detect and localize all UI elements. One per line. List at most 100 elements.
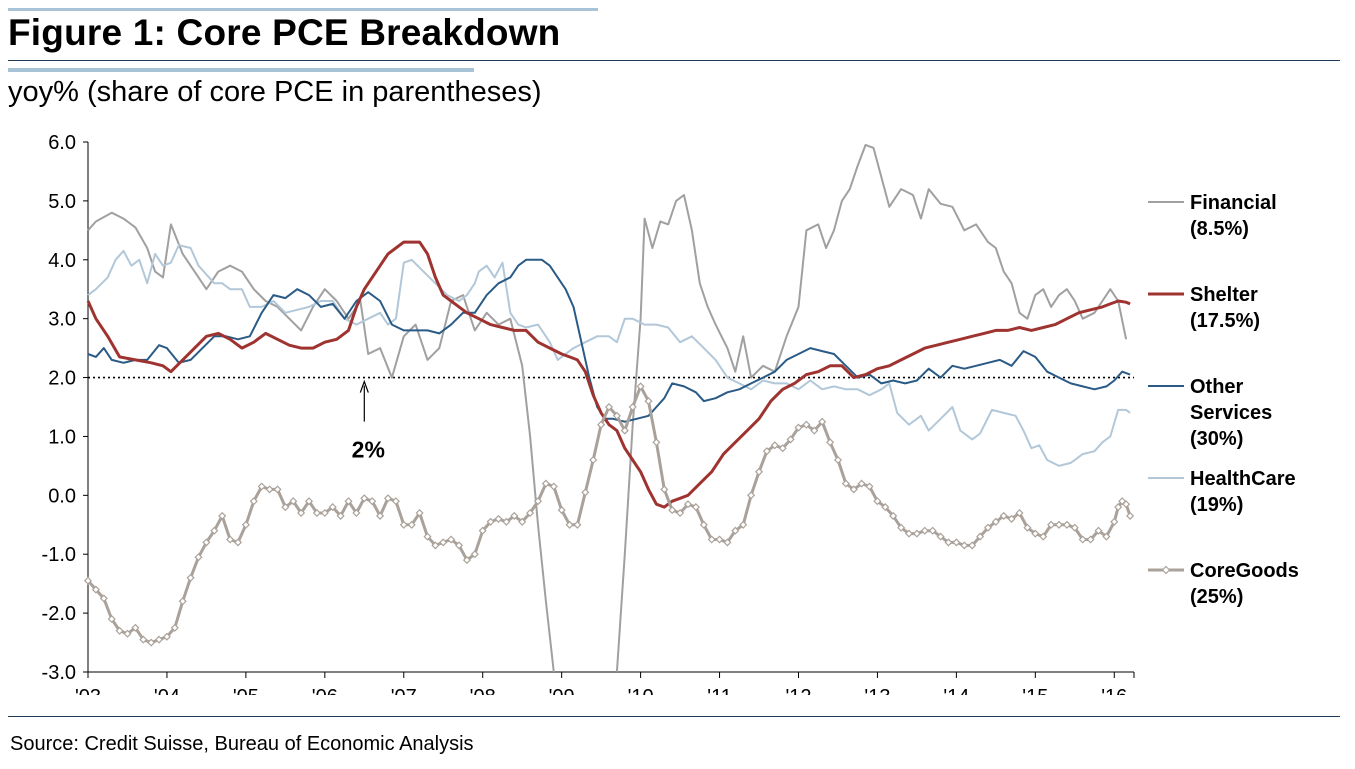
- chart-subtitle: yoy% (share of core PCE in parentheses): [8, 76, 542, 108]
- title-divider: [8, 60, 1340, 61]
- data-point-core-goods: [960, 541, 969, 550]
- data-point-core-goods: [1122, 500, 1131, 509]
- data-point-core-goods: [162, 632, 171, 641]
- data-point-core-goods: [376, 511, 385, 520]
- annotation-layer: 2%: [352, 379, 385, 463]
- data-point-core-goods: [786, 435, 795, 444]
- data-point-core-goods: [691, 503, 700, 512]
- data-point-core-goods: [912, 529, 921, 538]
- core-pce-line-chart: 6.0 5.0 4.0 3.0 2.0 1.0 0.0 -1.0 -2.0 -3.0 '03 '04…: [42, 132, 1299, 695]
- data-point-core-goods: [1015, 508, 1024, 518]
- data-point-core-goods: [273, 485, 282, 494]
- data-point-core-goods: [1039, 532, 1048, 541]
- x-tick-label: '06: [312, 686, 338, 695]
- data-point-core-goods: [1094, 526, 1103, 535]
- data-point-core-goods: [107, 614, 116, 624]
- data-point-core-goods: [281, 503, 290, 512]
- data-point-core-goods: [683, 500, 693, 509]
- x-tick-label: '05: [233, 686, 259, 695]
- x-tick-label: '16: [1101, 686, 1127, 695]
- data-point-core-goods: [676, 508, 685, 518]
- data-point-core-goods: [447, 535, 456, 544]
- x-tick-label: '12: [785, 686, 811, 695]
- data-point-core-goods: [849, 485, 858, 494]
- legend-item-core-goods: CoreGoods (25%): [1148, 560, 1299, 608]
- data-point-core-goods: [241, 520, 250, 529]
- series-financial: [87, 143, 1128, 673]
- data-point-core-goods: [818, 417, 827, 426]
- data-point-core-goods: [936, 532, 945, 541]
- data-point-core-goods: [91, 585, 100, 594]
- data-point-core-goods: [407, 520, 416, 529]
- data-point-core-goods: [897, 523, 906, 532]
- data-point-core-goods: [739, 520, 748, 529]
- data-point-core-goods: [802, 420, 811, 429]
- data-point-core-goods: [502, 517, 511, 526]
- data-point-core-goods: [147, 638, 156, 647]
- legend-label: HealthCare (19%): [1190, 468, 1296, 516]
- y-tick-label: 6.0: [48, 132, 76, 154]
- data-point-core-goods: [723, 538, 732, 547]
- data-point-core-goods: [589, 455, 598, 465]
- data-point-core-goods: [833, 455, 843, 465]
- data-point-core-goods: [423, 532, 432, 541]
- data-point-core-goods: [344, 497, 353, 506]
- data-point-core-goods: [439, 538, 448, 547]
- data-point-core-goods: [494, 514, 503, 523]
- data-point-core-goods: [454, 541, 464, 550]
- y-tick-label: 3.0: [48, 309, 76, 331]
- data-point-core-goods: [297, 508, 306, 518]
- legend-item-financial: Financial (8.5%): [1148, 192, 1277, 240]
- y-tick-label: 2.0: [48, 368, 76, 390]
- legend-label: CoreGoods (25%): [1190, 560, 1299, 608]
- y-tick-label: 1.0: [48, 426, 76, 448]
- data-point-core-goods: [186, 573, 195, 582]
- data-point-core-goods: [620, 426, 629, 435]
- data-point-core-goods: [210, 526, 219, 535]
- data-point-core-goods: [999, 511, 1008, 520]
- data-point-core-goods: [510, 511, 519, 520]
- data-point-core-goods: [249, 497, 258, 506]
- data-point-core-goods: [478, 526, 487, 535]
- data-point-core-goods: [865, 482, 874, 491]
- x-tick-label: '11: [707, 686, 732, 695]
- data-point-core-goods: [612, 411, 621, 420]
- data-point-core-goods: [518, 517, 527, 526]
- data-point-core-goods: [486, 517, 495, 526]
- data-point-core-goods: [715, 535, 724, 544]
- data-point-core-goods: [415, 508, 424, 518]
- x-tick-label: '08: [470, 686, 496, 695]
- x-tick-label: '10: [628, 686, 654, 695]
- title-accent-rule: [8, 8, 598, 11]
- x-tick-label: '13: [864, 686, 890, 695]
- legend-marker: [1161, 565, 1171, 575]
- data-point-core-goods: [549, 482, 558, 491]
- x-tick-label: '14: [943, 686, 969, 695]
- data-point-core-goods: [873, 497, 882, 506]
- data-point-core-goods: [352, 508, 361, 518]
- series-other-services: [87, 258, 1131, 423]
- data-point-core-goods: [1110, 517, 1119, 526]
- subtitle-accent-rule: [8, 68, 474, 72]
- data-point-core-goods: [115, 626, 124, 635]
- x-tick-label: '04: [154, 686, 180, 695]
- data-point-core-goods: [123, 629, 132, 638]
- data-point-core-goods: [636, 382, 645, 391]
- data-point-core-goods: [557, 506, 566, 515]
- series-line-other-services: [87, 258, 1131, 423]
- series-shelter: [86, 240, 1131, 509]
- data-point-core-goods: [541, 479, 550, 488]
- y-axis: 6.0 5.0 4.0 3.0 2.0 1.0 0.0 -1.0 -2.0 -3.0: [42, 132, 89, 684]
- data-point-core-goods: [770, 441, 779, 450]
- data-point-core-goods: [968, 541, 977, 550]
- data-point-core-goods: [668, 506, 677, 515]
- data-point-core-goods: [383, 494, 393, 503]
- data-point-core-goods: [399, 520, 408, 529]
- annotation-arrowhead: [359, 379, 369, 393]
- data-point-core-goods: [336, 511, 345, 520]
- data-point-core-goods: [1054, 520, 1064, 529]
- data-point-core-goods: [794, 423, 803, 432]
- y-tick-label: 4.0: [48, 250, 76, 272]
- data-point-core-goods: [154, 635, 164, 644]
- data-point-core-goods: [841, 479, 850, 488]
